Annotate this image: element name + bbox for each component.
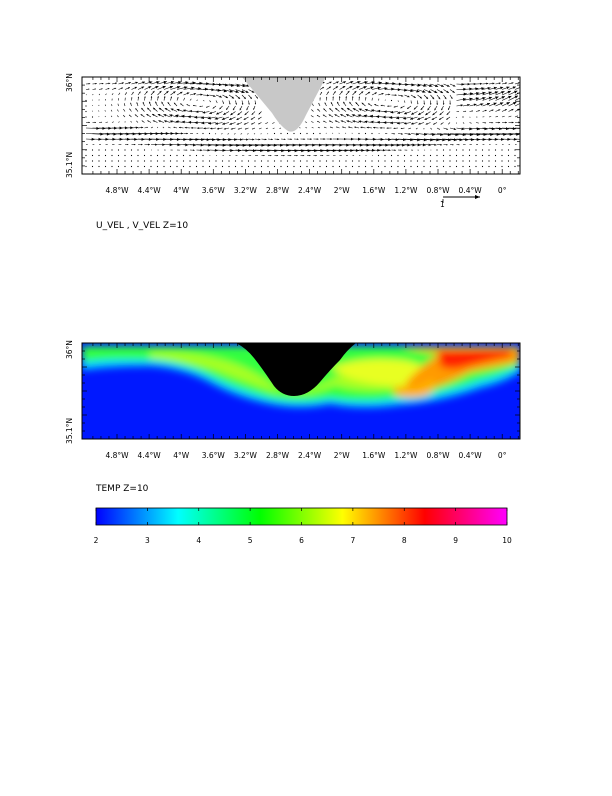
- x-tick-label: 0.8°W: [426, 186, 450, 195]
- x-tick-label: 3.2°W: [234, 451, 258, 460]
- x-tick-label: 3.6°W: [202, 186, 226, 195]
- x-tick-label: 4.8°W: [105, 186, 129, 195]
- colorbar: 2 3 4 5 6 7 8 9 10: [94, 508, 512, 545]
- reference-vector: 1: [440, 195, 480, 209]
- colorbar-tick-label: 9: [453, 536, 458, 545]
- colorbar-tick-label: 7: [350, 536, 355, 545]
- y-tick-label-bottom: 35.1°N: [65, 418, 74, 444]
- x-tick-label: 1.6°W: [362, 451, 386, 460]
- x-tick-label: 4.4°W: [138, 186, 162, 195]
- colorbar-tick-label: 6: [299, 536, 304, 545]
- x-tick-label: 4°W: [173, 186, 190, 195]
- x-tick-label: 0.4°W: [459, 186, 483, 195]
- colorbar-tick-label: 3: [145, 536, 150, 545]
- x-tick-label: 2°W: [334, 186, 351, 195]
- x-tick-labels: 4.8°W 4.4°W 4°W 3.6°W 3.2°W 2.8°W 2.4°W 2°W 1.6°…: [105, 451, 506, 460]
- colorbar-tick-label: 10: [502, 536, 512, 545]
- x-tick-label: 0°: [498, 186, 507, 195]
- colorbar-tick-label: 4: [196, 536, 201, 545]
- x-tick-label: 0°: [498, 451, 507, 460]
- x-tick-label: 2.8°W: [266, 186, 290, 195]
- x-tick-label: 1.6°W: [362, 186, 386, 195]
- svg-text:1: 1: [440, 200, 445, 209]
- x-tick-label: 4.8°W: [105, 451, 129, 460]
- y-tick-label-bottom: 35.1°N: [65, 152, 74, 178]
- land-mask: [242, 77, 326, 132]
- temperature-panel: 4.8°W 4.4°W 4°W 3.6°W 3.2°W 2.8°W 2.4°W 2°W 1.6°…: [65, 340, 520, 545]
- x-tick-label: 3.2°W: [234, 186, 258, 195]
- x-tick-label: 2.4°W: [298, 451, 322, 460]
- x-tick-label: 1.2°W: [394, 186, 418, 195]
- x-tick-labels: 4.8°W 4.4°W 4°W 3.6°W 3.2°W 2.8°W 2.4°W 2°W 1.6°…: [105, 186, 506, 195]
- x-tick-label: 3.6°W: [202, 451, 226, 460]
- x-tick-label: 4°W: [173, 451, 190, 460]
- colorbar-tick-label: 5: [248, 536, 253, 545]
- colorbar-tick-label: 8: [402, 536, 407, 545]
- x-tick-label: 2.8°W: [266, 451, 290, 460]
- x-tick-label: 4.4°W: [138, 451, 162, 460]
- colorbar-tick-label: 2: [94, 536, 99, 545]
- x-tick-label: 1.2°W: [394, 451, 418, 460]
- x-tick-label: 0.8°W: [426, 451, 450, 460]
- x-tick-label: 2.4°W: [298, 186, 322, 195]
- x-tick-label: 0.4°W: [459, 451, 483, 460]
- vector-panel: 4.8°W 4.4°W 4°W 3.6°W 3.2°W 2.8°W 2.4°W 2°W 1.6°…: [65, 73, 532, 231]
- y-tick-label-top: 36°N: [65, 340, 74, 359]
- panel1-caption: U_VEL , V_VEL Z=10: [96, 221, 188, 231]
- panel2-caption: TEMP Z=10: [95, 484, 149, 494]
- y-tick-label-top: 36°N: [65, 73, 74, 92]
- x-tick-label: 2°W: [334, 451, 351, 460]
